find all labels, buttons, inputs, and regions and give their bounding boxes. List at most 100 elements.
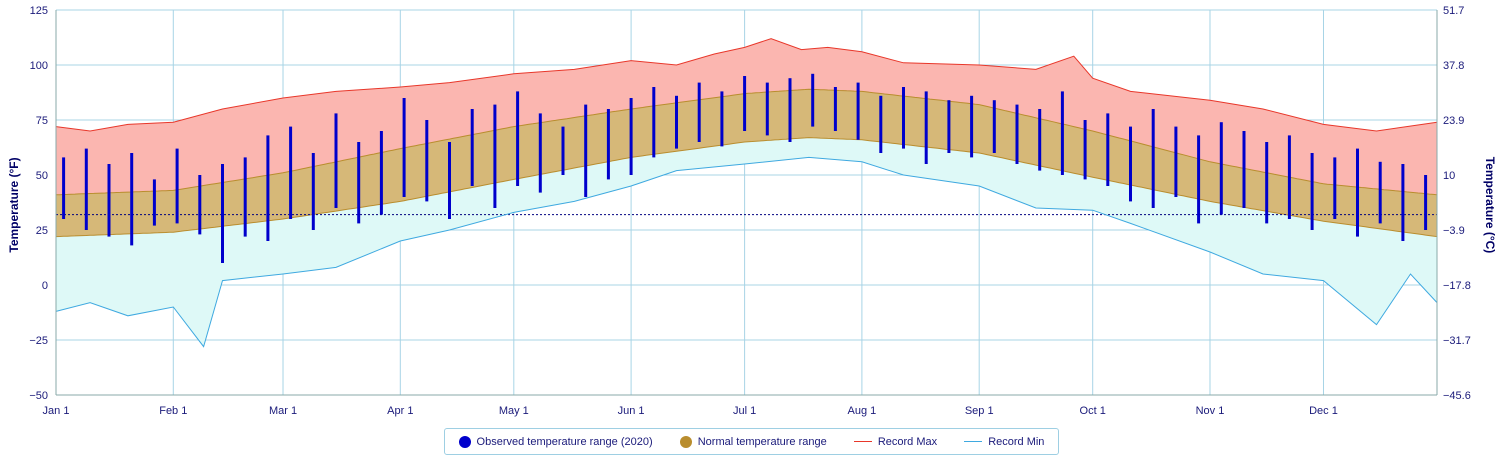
observed-bar [629,98,633,175]
observed-bar [1106,113,1110,186]
observed-bar [311,153,315,230]
y-tick-left-label: −25 [29,335,48,347]
observed-bar [1015,104,1019,164]
x-tick-label: Jun 1 [618,405,645,417]
observed-bar [152,179,156,226]
legend-item-observed[interactable]: Observed temperature range (2020) [458,435,653,448]
observed-bar [675,95,678,149]
x-tick-label: Sep 1 [965,405,994,417]
observed-bar [334,113,338,208]
y-tick-right-label: −3.9 [1443,225,1465,237]
legend-item-record-max[interactable]: Record Max [853,435,938,448]
y-tick-right-label: −17.8 [1443,280,1471,292]
x-tick-label: Aug 1 [848,405,877,417]
y-tick-left-label: 25 [36,225,48,237]
observed-bar [1151,109,1155,208]
legend-item-record-min[interactable]: Record Min [964,436,1044,448]
record-min-swatch-icon [964,441,983,442]
record-lines [55,38,1438,348]
y-tick-left-label: 50 [36,170,48,182]
observed-bar [1242,131,1246,208]
observed-bar [856,82,860,140]
observed-bar [1356,148,1359,237]
observed-bar [992,100,996,153]
legend-label-record-max: Record Max [877,435,938,448]
x-tick-label: Oct 1 [1080,405,1106,417]
legend-label-observed: Observed temperature range (2020) [476,435,653,448]
legend-label-record-min: Record Min [988,435,1045,448]
y-tick-left-label: 0 [42,280,48,292]
y-tick-right-label: −31.7 [1443,335,1471,347]
observed-bar [1174,126,1178,197]
observed-bar [425,120,429,202]
observed-bars [62,73,1428,263]
observed-bar [1265,142,1269,224]
observed-bar [811,73,815,127]
chart-areas [55,38,1438,347]
y-tick-right-label: 37.8 [1443,60,1464,72]
observed-bar [652,87,656,158]
observed-bar [357,142,361,224]
legend-label-normal: Normal temperature range [697,435,827,448]
observed-bar [1424,175,1428,230]
observed-bar [1197,135,1201,224]
observed-bar [175,148,179,224]
y-axis-right-title: Temperature (°C) [1483,157,1497,254]
chart-legend: Observed temperature range (2020) Normal… [444,428,1059,455]
observed-bar [833,87,837,131]
observed-bar [221,164,224,263]
x-tick-label: Apr 1 [387,405,413,417]
observed-bar [379,131,383,215]
y-tick-left-label: 100 [30,60,48,72]
legend-item-normal[interactable]: Normal temperature range [679,435,827,448]
x-tick-label: May 1 [499,405,529,417]
observed-bar [243,157,247,237]
observed-bar [1219,122,1223,215]
record-max-line [55,38,1438,132]
observed-bar [493,104,497,208]
observed-bar [516,91,520,186]
x-tick-label: Feb 1 [159,405,187,417]
observed-bar [402,98,406,197]
observed-bar [720,91,724,147]
y-tick-right-label: 51.7 [1443,5,1464,17]
y-tick-left-label: 125 [30,5,48,17]
observed-bar [84,148,88,230]
observed-bar [266,135,270,241]
observed-bar [198,175,202,235]
observed-bar [1310,153,1314,230]
observed-bar [697,82,701,142]
observed-bar [743,76,747,131]
observed-bar [788,78,792,142]
observed-swatch-icon [458,435,471,448]
y-tick-left-label: −50 [29,390,48,402]
x-tick-label: Jan 1 [43,405,70,417]
observed-bar [1287,135,1291,219]
observed-bar [947,100,951,153]
observed-bar [107,164,111,237]
observed-bar [62,157,66,219]
y-tick-right-label: 10 [1443,170,1455,182]
observed-bar [606,109,610,180]
observed-bar [1083,120,1087,180]
y-tick-right-label: −45.6 [1443,390,1471,402]
record-max-swatch-icon [853,441,872,442]
observed-bar [289,126,293,219]
observed-bar [561,126,565,175]
x-tick-label: Jul 1 [733,405,756,417]
observed-bar [538,113,542,193]
observed-bar [470,109,474,186]
observed-bar [765,82,769,136]
record-min-line [55,156,1438,348]
y-tick-right-label: 23.9 [1443,115,1464,127]
observed-bar [970,95,974,158]
record-min-area [56,137,1437,347]
x-tick-label: Mar 1 [269,405,297,417]
x-tick-label: Dec 1 [1309,405,1338,417]
observed-bar [1401,164,1405,241]
observed-bar [1378,161,1382,224]
observed-bar [130,153,134,246]
y-axis-left-title: Temperature (°F) [7,157,21,252]
x-tick-label: Nov 1 [1196,405,1225,417]
